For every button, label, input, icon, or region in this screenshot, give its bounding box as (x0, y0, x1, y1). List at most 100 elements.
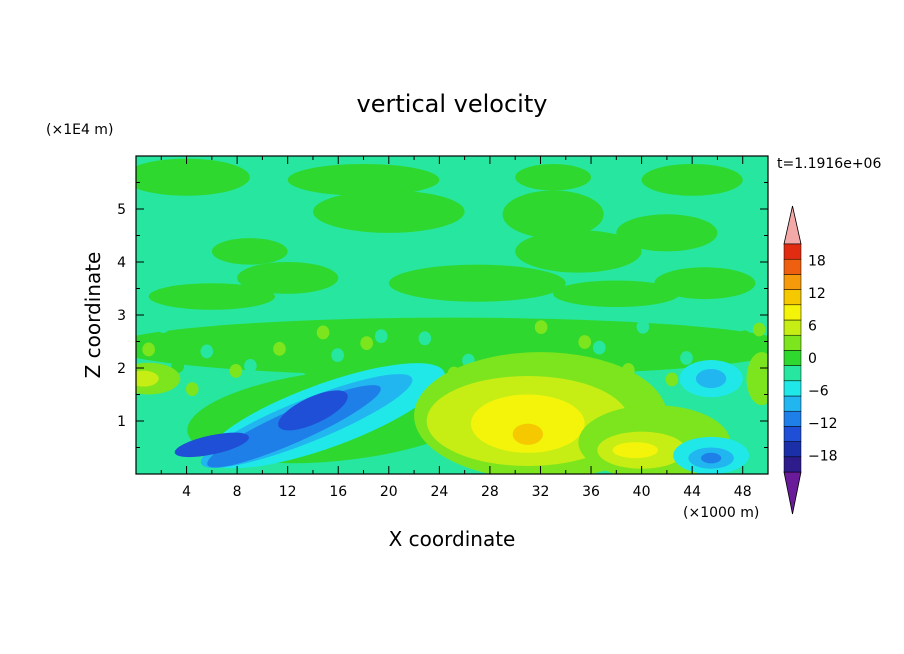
mid-band (136, 317, 768, 376)
x-tick-label: 28 (481, 484, 499, 500)
band-cell-5 (215, 331, 228, 345)
right-low-lblue (701, 452, 722, 464)
band-cell-16 (374, 329, 388, 344)
colorbar-band (783, 410, 802, 427)
band-cell-36 (665, 372, 679, 387)
y-tick-label: 3 (117, 308, 126, 324)
right-edge-lime (746, 352, 768, 406)
band-cell-13 (331, 348, 344, 363)
colorbar-arrow-max (783, 205, 802, 245)
colorbar-band (783, 426, 802, 442)
upper-green-patch-5 (502, 190, 604, 239)
upper-green-patch-11 (654, 267, 756, 300)
x-tick-label: 4 (182, 484, 191, 500)
upper-green-patch-8 (616, 214, 718, 252)
upper-green-patch-9 (388, 264, 566, 302)
band-cell-35 (651, 337, 664, 352)
colorbar-band (783, 258, 802, 275)
colorbar-label: −6 (808, 384, 829, 400)
x-tick-label: 24 (430, 484, 448, 500)
band-cell-34 (636, 319, 650, 334)
band-cell-12 (316, 325, 330, 340)
y-tick-label: 1 (117, 414, 126, 430)
upper-green-patch-4 (312, 190, 465, 233)
low-left-blue-b (174, 432, 249, 458)
upper-green-patch-7 (515, 230, 642, 273)
x-tick-label: 48 (734, 484, 752, 500)
upper-green-patch-1 (287, 163, 440, 196)
band-cell-6 (229, 364, 243, 378)
band-cell-15 (360, 336, 373, 351)
band-cell-2 (171, 359, 185, 373)
band-cell-43 (767, 369, 768, 376)
band-cell-1 (156, 319, 170, 334)
center-orange (512, 423, 544, 445)
colorbar-label: 18 (808, 253, 826, 269)
time-label: t=1.1916e+06 (777, 156, 881, 172)
colorbar-label: −12 (808, 416, 838, 432)
band-cell-23 (476, 326, 490, 341)
upper-green-patch-12 (148, 283, 276, 310)
colorbar-band (783, 319, 802, 336)
colorbar-band (783, 365, 802, 382)
band-cell-0 (142, 342, 155, 357)
upper-green-patch-0 (136, 158, 250, 196)
band-cell-30 (578, 335, 592, 349)
band-cell-37 (680, 351, 693, 365)
band-cell-38 (694, 331, 708, 346)
y-axis-label: Z coordinate (81, 252, 105, 379)
x-tick-label: 44 (683, 484, 701, 500)
colorbar-band (783, 274, 802, 290)
y-tick-label: 4 (117, 255, 126, 271)
band-cell-7 (244, 358, 257, 373)
x-tick-label: 20 (380, 484, 398, 500)
x-axis-label: X coordinate (389, 527, 516, 551)
upper-green-patch-13 (553, 280, 680, 308)
band-cell-11 (302, 361, 315, 376)
colorbar-label: 12 (808, 286, 826, 302)
colorbar-band (783, 395, 802, 412)
x-tick-label: 32 (532, 484, 550, 500)
colorbar-band (783, 456, 802, 473)
colorbar-band (783, 334, 802, 351)
x-tick-label: 40 (633, 484, 651, 500)
colorbar-label: 6 (808, 318, 817, 334)
upper-green-patch-6 (211, 238, 288, 265)
colorbar-band (783, 380, 802, 397)
x-tick-label: 16 (329, 484, 347, 500)
low-left-blue-a (278, 390, 348, 431)
band-cell-27 (534, 320, 548, 335)
colorbar-band (783, 289, 802, 306)
upper-green-patch-2 (515, 163, 592, 191)
band-cell-3 (185, 382, 199, 397)
colorbar-band (783, 243, 802, 260)
band-cell-8 (258, 322, 272, 337)
left-edge-yellow (136, 370, 159, 387)
x-tick-label: 8 (233, 484, 242, 500)
contour-plot-area (136, 156, 768, 474)
colorbar-band (783, 441, 802, 458)
chart-title: vertical velocity (357, 90, 548, 118)
x-axis-ticks: 4 8 12 16 20 24 28 32 36 40 44 48 (160, 156, 752, 500)
band-cell-41 (738, 330, 751, 345)
colorbar-band (783, 304, 802, 321)
y-unit-label: (×1E4 m) (46, 122, 113, 138)
center-yellow (470, 394, 585, 453)
y-axis-ticks: 1 2 3 4 5 (117, 182, 768, 448)
right-yellow (612, 442, 659, 459)
y-tick-label: 5 (117, 202, 126, 218)
upper-green-patch-10 (237, 262, 339, 294)
band-cell-9 (273, 341, 286, 356)
band-cell-20 (433, 331, 446, 346)
colorbar: 18 12 6 0 −6 −12 −18 (783, 205, 838, 515)
right-upper-sky (695, 369, 727, 389)
colorbar-label: 0 (808, 351, 817, 367)
x-tick-label: 12 (279, 484, 297, 500)
colorbar-band (783, 350, 802, 366)
band-cell-31 (592, 340, 606, 355)
colorbar-arrow-min (783, 471, 802, 515)
band-cell-4 (200, 344, 214, 359)
colorbar-label: −18 (808, 449, 838, 465)
band-cell-19 (418, 331, 432, 346)
